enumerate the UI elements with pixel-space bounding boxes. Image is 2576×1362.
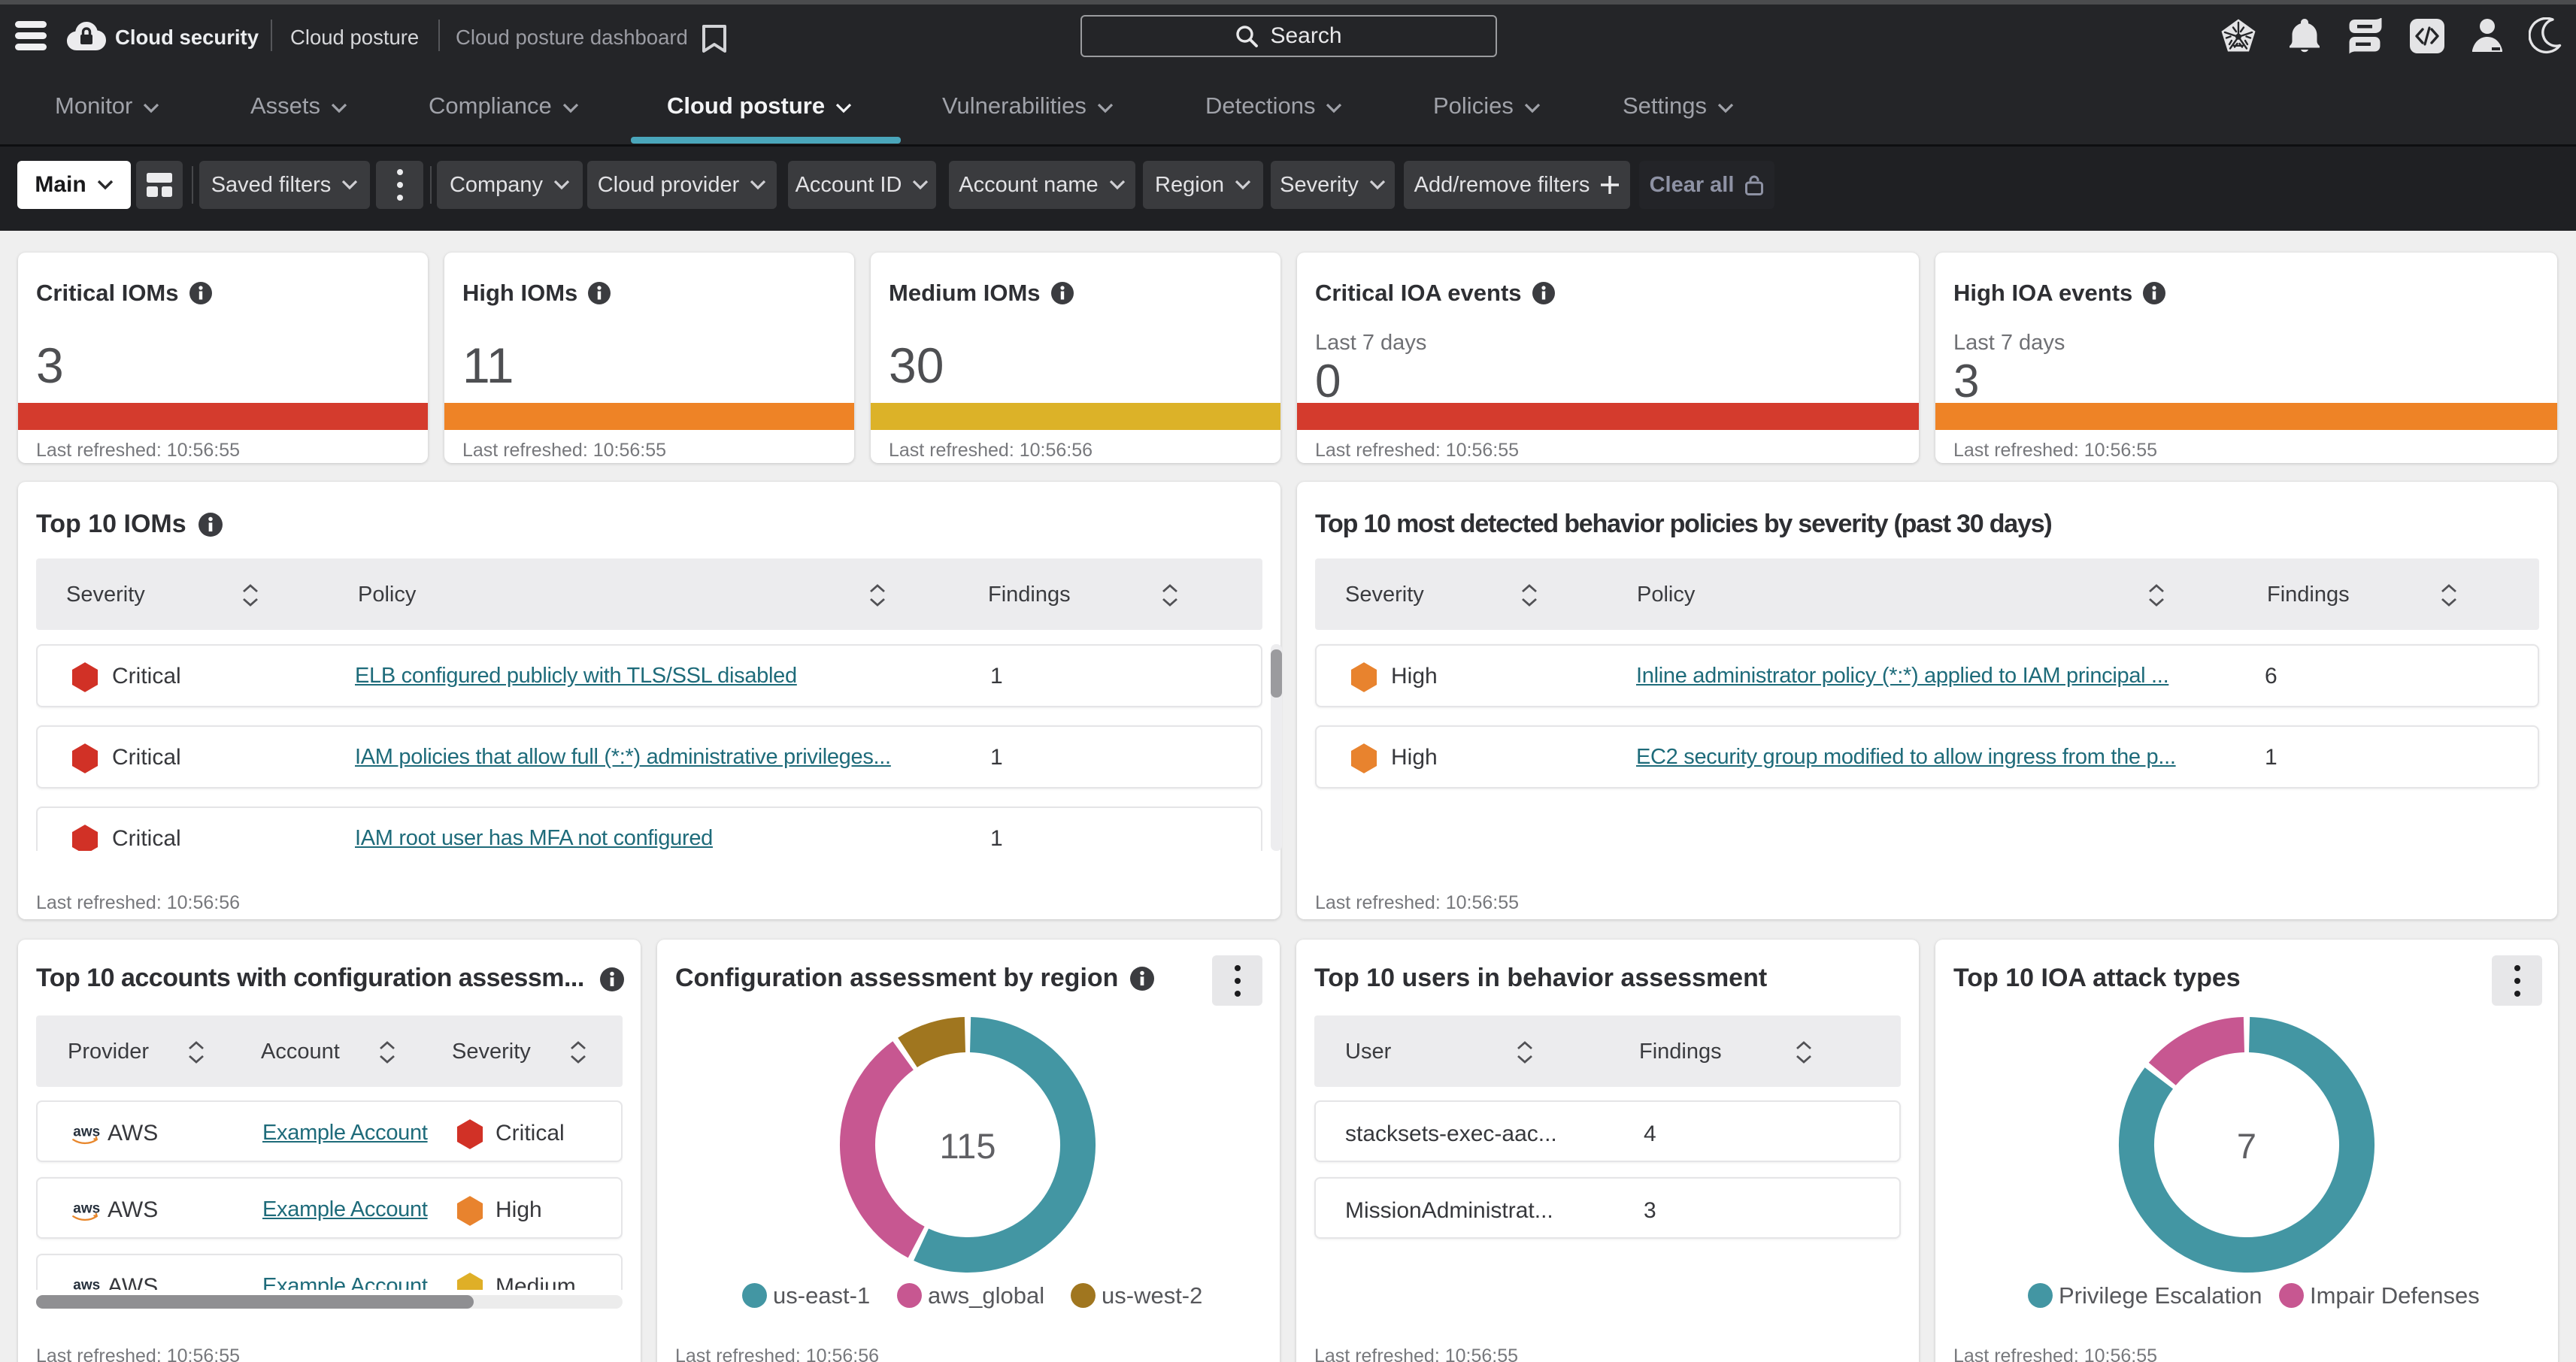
svg-text:aws: aws (73, 1200, 100, 1216)
svg-text:aws: aws (73, 1124, 100, 1140)
svg-text:aws: aws (73, 1277, 100, 1290)
